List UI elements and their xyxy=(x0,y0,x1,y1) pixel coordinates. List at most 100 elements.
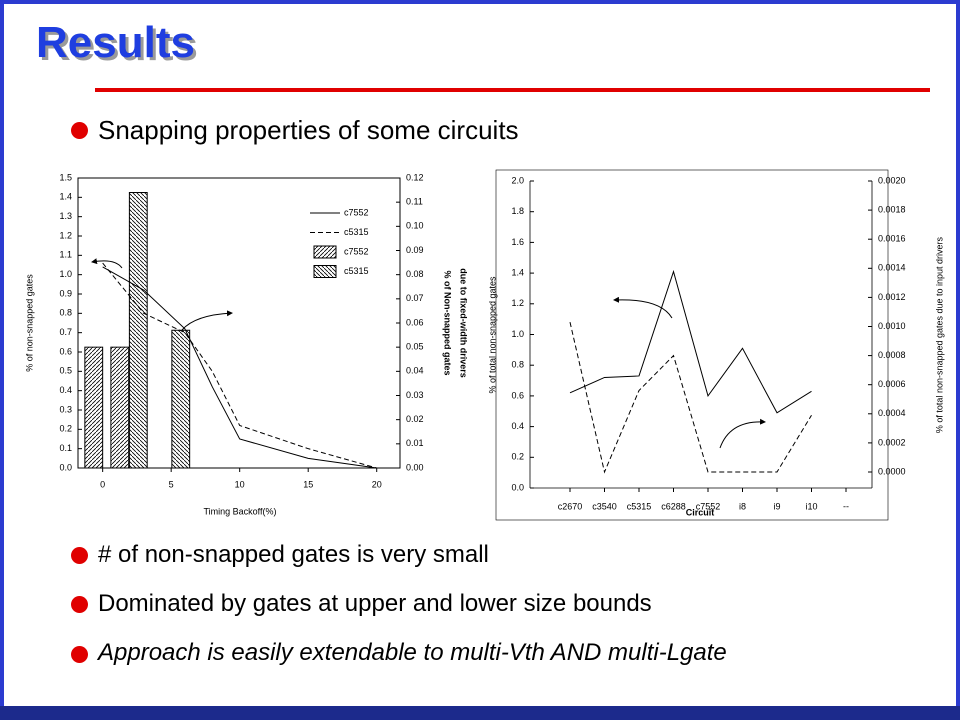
legend-swatch xyxy=(313,245,337,259)
y-tick-label: 1.0 xyxy=(511,329,524,339)
y2-tick-label: 0.06 xyxy=(406,317,424,327)
y2-tick-label: 0.04 xyxy=(406,366,424,376)
x-tick-label: i8 xyxy=(739,501,746,511)
y2-tick-label: 0.07 xyxy=(406,293,424,303)
bar xyxy=(128,192,148,469)
bullet: # of non-snapped gates is very small xyxy=(98,541,489,568)
y-tick-label: 1.6 xyxy=(511,237,524,247)
y-tick-label: 0.8 xyxy=(511,360,524,370)
y2-tick-label: 0.03 xyxy=(406,390,424,400)
y-axis-title: % of non-snapped gates xyxy=(24,274,34,372)
y2-axis-title: % of total non-snapped gates due to inpu… xyxy=(934,236,944,433)
x-axis-title: Timing Backoff(%) xyxy=(203,506,276,516)
legend-label: c7552 xyxy=(344,246,369,256)
x-tick-label: i9 xyxy=(773,501,780,511)
x-tick-label: 0 xyxy=(100,479,105,489)
y-tick-label: 0.9 xyxy=(59,288,72,298)
y-tick-label: 0.7 xyxy=(59,327,72,337)
y2-tick-label: 0.0002 xyxy=(878,437,906,447)
bottom-bar xyxy=(0,706,960,720)
legend-swatch xyxy=(313,265,337,278)
y-tick-label: 0.4 xyxy=(511,421,524,431)
annotation-arrow xyxy=(91,258,123,269)
annotation-arrow xyxy=(181,310,233,331)
y-tick-label: 1.4 xyxy=(511,267,524,277)
title-rule xyxy=(95,88,930,92)
y-tick-label: 0.3 xyxy=(59,404,72,414)
y-tick-label: 1.1 xyxy=(59,250,72,260)
y-tick-label: 0.6 xyxy=(59,346,72,356)
x-tick-label: 5 xyxy=(169,479,174,489)
y2-tick-label: 0.0020 xyxy=(878,175,906,185)
x-axis-title: Circuit xyxy=(686,507,715,517)
y-tick-label: 1.2 xyxy=(59,230,72,240)
x-tick-label: 10 xyxy=(235,479,245,489)
y2-tick-label: 0.0010 xyxy=(878,321,906,331)
y-axis-title: % of total non-snapped gates xyxy=(487,276,497,394)
left-border xyxy=(0,0,4,720)
y-tick-label: 0.2 xyxy=(59,424,72,434)
y2-tick-label: 0.05 xyxy=(406,342,424,352)
slide-title: Results xyxy=(36,18,195,67)
y2-tick-label: 0.0000 xyxy=(878,466,906,476)
x-tick-label: 20 xyxy=(372,479,382,489)
legend-label: c5315 xyxy=(344,266,369,276)
y-tick-label: 1.3 xyxy=(59,211,72,221)
y-tick-label: 0.2 xyxy=(511,452,524,462)
y2-tick-label: 0.0014 xyxy=(878,263,906,273)
line-series xyxy=(569,269,812,414)
y-tick-label: 0.0 xyxy=(59,462,72,472)
y2-tick-label: 0.10 xyxy=(406,221,424,231)
x-tick-label: c6288 xyxy=(661,501,686,511)
y2-tick-label: 0.09 xyxy=(406,245,424,255)
x-tick-label: c3540 xyxy=(592,501,617,511)
y-tick-label: 1.0 xyxy=(59,269,72,279)
bar xyxy=(171,329,191,469)
y2-axis-title: % of Non-snapped gates xyxy=(443,270,453,375)
x-tick-label: c5315 xyxy=(627,501,652,511)
y-tick-label: 1.2 xyxy=(511,298,524,308)
y-tick-label: 2.0 xyxy=(511,175,524,185)
bullet-dot xyxy=(71,547,88,564)
y2-tick-label: 0.11 xyxy=(406,197,423,207)
legend-label: c5315 xyxy=(344,227,369,237)
bar xyxy=(84,346,104,469)
bar xyxy=(110,346,130,469)
y2-tick-label: 0.0018 xyxy=(878,204,906,214)
annotation-arrow xyxy=(613,296,673,319)
y-tick-label: 0.1 xyxy=(59,443,72,453)
y2-tick-label: 0.0016 xyxy=(878,234,906,244)
y2-tick-label: 0.0004 xyxy=(878,408,906,418)
bullet-dot xyxy=(71,646,88,663)
y2-tick-label: 0.02 xyxy=(406,414,424,424)
y-tick-label: 0.4 xyxy=(59,385,72,395)
y2-tick-label: 0.08 xyxy=(406,269,424,279)
bullet-dot xyxy=(71,596,88,613)
legend-label: c7552 xyxy=(344,207,369,217)
y2-tick-label: 0.0012 xyxy=(878,292,906,302)
line-series xyxy=(569,322,812,474)
right-border xyxy=(956,0,960,720)
bullet: Approach is easily extendable to multi-V… xyxy=(98,639,727,666)
y2-tick-label: 0.0006 xyxy=(878,379,906,389)
bullet: Dominated by gates at upper and lower si… xyxy=(98,590,652,617)
y2-tick-label: 0.00 xyxy=(406,462,424,472)
bullet-dot xyxy=(71,122,88,139)
x-tick-label: 15 xyxy=(303,479,313,489)
y2-tick-label: 0.12 xyxy=(406,172,424,182)
y-tick-label: 0.8 xyxy=(59,308,72,318)
y-tick-label: 1.8 xyxy=(511,206,524,216)
annotation-arrow xyxy=(719,418,766,449)
y2-tick-label: 0.01 xyxy=(406,438,424,448)
x-tick-label: c2670 xyxy=(558,501,583,511)
y-tick-label: 1.4 xyxy=(59,192,72,202)
y2-tick-label: 0.0008 xyxy=(878,350,906,360)
y2-axis-title: due to fixed-width drivers xyxy=(459,268,469,378)
y-tick-label: 0.5 xyxy=(59,366,72,376)
x-tick-label: i10 xyxy=(805,501,817,511)
y-tick-label: 0.6 xyxy=(511,390,524,400)
y-tick-label: 0.0 xyxy=(511,482,524,492)
x-tick-label: c7552 xyxy=(696,501,721,511)
